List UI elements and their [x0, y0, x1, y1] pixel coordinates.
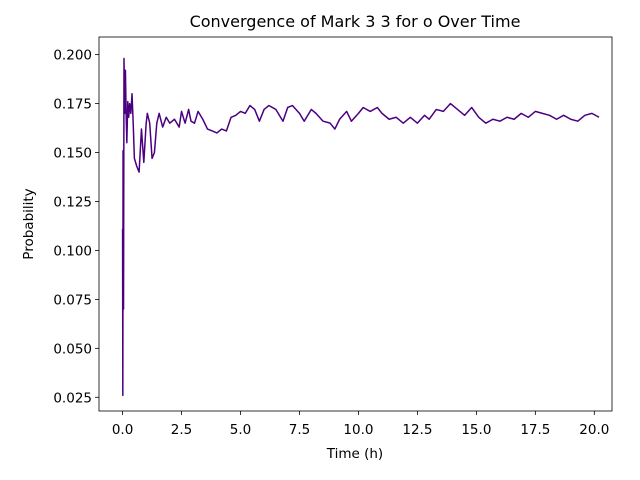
x-axis-label: Time (h) [326, 446, 383, 462]
x-tick-label: 7.5 [289, 422, 310, 438]
x-tick-label: 12.5 [402, 422, 432, 438]
y-tick-label: 0.175 [53, 97, 92, 113]
y-tick-label: 0.100 [53, 243, 92, 259]
y-tick-label: 0.050 [53, 341, 92, 357]
x-tick-label: 17.5 [520, 422, 550, 438]
x-tick-label: 15.0 [461, 422, 491, 438]
y-axis-label: Probability [21, 188, 37, 259]
axes-frame [98, 36, 613, 412]
y-tick-label: 0.200 [53, 48, 92, 64]
y-tick-label: 0.025 [53, 390, 92, 406]
x-tick-label: 0.0 [112, 422, 133, 438]
chart-title: Convergence of Mark 3 3 for o Over Time [190, 12, 521, 31]
y-tick-label: 0.125 [53, 194, 92, 210]
data-line [121, 57, 600, 397]
x-tick-label: 20.0 [579, 422, 609, 438]
x-tick-label: 2.5 [171, 422, 192, 438]
x-tick-label: 10.0 [343, 422, 373, 438]
x-tick-label: 5.0 [230, 422, 251, 438]
y-tick-label: 0.075 [53, 292, 92, 308]
y-tick-label: 0.150 [53, 146, 92, 162]
